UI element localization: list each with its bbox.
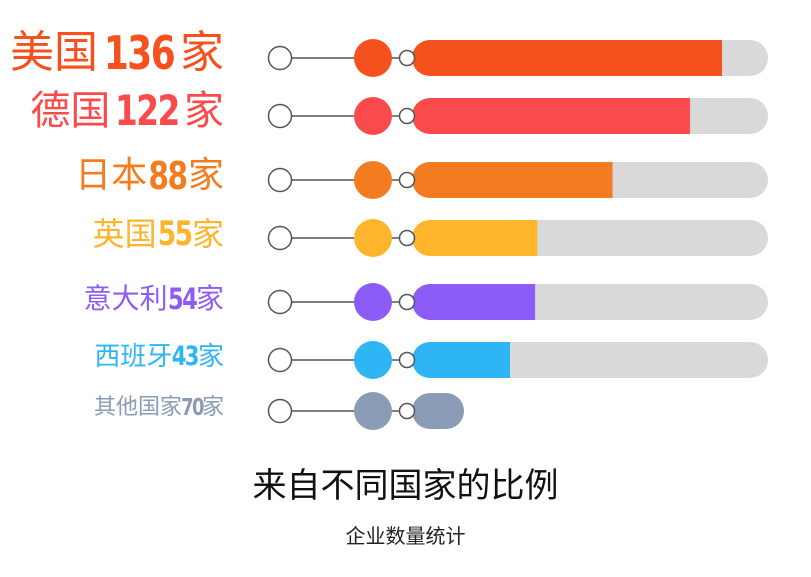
colored-node-circle: [354, 283, 392, 321]
row-label: 日本 88 家: [75, 153, 224, 198]
row-label-country: 其他国家: [93, 395, 182, 421]
row-label-unit: 家: [191, 215, 224, 254]
start-node-circle: [267, 289, 293, 315]
bar-fill: [412, 98, 691, 134]
end-node-circle: [398, 49, 416, 67]
bar-fill: [412, 40, 722, 76]
row-label: 美国 136 家: [9, 25, 224, 80]
row-label-unit: 家: [201, 395, 224, 421]
row-label-value: 55: [157, 214, 192, 255]
row-label-country: 英国: [92, 215, 157, 254]
bar-fill: [412, 342, 511, 378]
row-label-country: 日本: [75, 154, 148, 196]
row-label-country: 德国: [30, 88, 111, 135]
end-node-circle: [398, 402, 416, 420]
row-label-unit: 家: [195, 281, 224, 315]
start-node-circle: [267, 103, 293, 129]
colored-node-circle: [354, 161, 392, 199]
start-node-circle: [267, 347, 293, 373]
row-label: 其他国家 70 家: [93, 395, 224, 422]
colored-node-circle: [354, 219, 392, 257]
end-node-circle: [398, 351, 416, 369]
row-label: 德国 122 家: [30, 86, 224, 136]
row-label: 英国 55 家: [92, 214, 224, 255]
bar-fill: [412, 393, 464, 429]
row-label-unit: 家: [180, 26, 224, 78]
row-label-country: 美国: [9, 26, 98, 78]
end-node-circle: [398, 229, 416, 247]
end-node-circle: [398, 171, 416, 189]
start-node-circle: [267, 225, 293, 251]
row-label-value: 136: [103, 25, 176, 80]
row-label-value: 43: [172, 340, 200, 372]
start-node-circle: [267, 398, 293, 424]
row-label-unit: 家: [184, 88, 224, 135]
row-label-value: 54: [167, 281, 198, 316]
bar-fill: [412, 284, 536, 320]
row-label-unit: 家: [197, 341, 224, 372]
row-label-unit: 家: [187, 154, 224, 196]
row-label: 意大利 54 家: [83, 281, 224, 316]
bar-fill: [412, 162, 613, 198]
chart-subtitle: 企业数量统计: [345, 524, 466, 548]
row-label-value: 70: [181, 395, 204, 422]
row-label-country: 西班牙: [94, 341, 173, 372]
start-node-circle: [267, 167, 293, 193]
end-node-circle: [398, 293, 416, 311]
bar-fill: [412, 220, 538, 256]
end-node-circle: [398, 107, 416, 125]
colored-node-circle: [354, 392, 392, 430]
row-label-value: 88: [148, 153, 188, 198]
row-label-value: 122: [115, 86, 180, 136]
row-label: 西班牙 43 家: [94, 340, 224, 372]
start-node-circle: [267, 45, 293, 71]
chart-title: 来自不同国家的比例: [252, 466, 559, 506]
colored-node-circle: [354, 341, 392, 379]
colored-node-circle: [354, 39, 392, 77]
colored-node-circle: [354, 97, 392, 135]
row-label-country: 意大利: [83, 281, 168, 315]
